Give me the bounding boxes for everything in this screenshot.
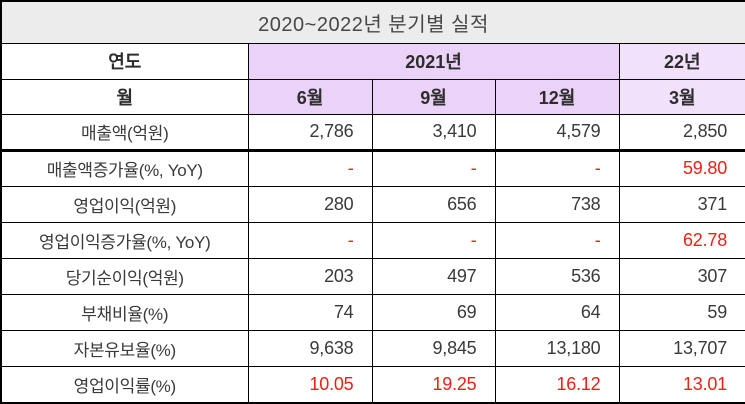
- row-label: 영업이익률(%): [0, 366, 249, 404]
- col-header-2022-mar: 3월: [618, 78, 745, 115]
- col-header-2021-dec: 12월: [494, 78, 620, 115]
- cell-value: 13,707: [618, 330, 745, 368]
- table-title: 2020~2022년 분기별 실적: [0, 0, 745, 44]
- row-operating-margin: 영업이익률(%) 10.05 19.25 16.12 13.01: [0, 366, 745, 404]
- cell-value: 4,579: [494, 113, 620, 152]
- cell-value: 656: [371, 185, 496, 223]
- cell-value: -: [247, 221, 373, 260]
- col-header-2021-jun: 6월: [247, 78, 373, 115]
- cell-value: 64: [494, 294, 620, 332]
- cell-value: 307: [618, 257, 745, 296]
- cell-value: 62.78: [618, 221, 745, 260]
- row-net-profit: 당기순이익(억원) 203 497 536 307: [0, 257, 745, 296]
- cell-value: 536: [494, 257, 620, 296]
- cell-value: -: [371, 221, 496, 260]
- cell-value: -: [494, 221, 620, 260]
- cell-value: 10.05: [247, 366, 373, 404]
- row-label: 매출액(억원): [0, 113, 249, 152]
- year-row-label: 연도: [0, 42, 249, 80]
- row-revenue: 매출액(억원) 2,786 3,410 4,579 2,850: [0, 113, 745, 152]
- year-group-2021: 2021년: [247, 42, 620, 80]
- cell-value: 280: [247, 185, 373, 223]
- month-row-label: 월: [0, 78, 249, 115]
- row-label: 매출액증가율(%, YoY): [0, 149, 249, 187]
- row-label: 영업이익(억원): [0, 185, 249, 223]
- cell-value: 738: [494, 185, 620, 223]
- cell-value: 74: [247, 294, 373, 332]
- row-label: 당기순이익(억원): [0, 257, 249, 296]
- cell-value: 497: [371, 257, 496, 296]
- title-row: 2020~2022년 분기별 실적: [0, 0, 745, 44]
- cell-value: 9,845: [371, 330, 496, 368]
- cell-value: 59.80: [618, 149, 745, 187]
- row-revenue-growth: 매출액증가율(%, YoY) - - - 59.80: [0, 149, 745, 187]
- row-label: 영업이익증가율(%, YoY): [0, 221, 249, 260]
- cell-value: -: [247, 149, 373, 187]
- year-header-row: 연도 2021년 22년: [0, 42, 745, 80]
- cell-value: 13.01: [618, 366, 745, 404]
- cell-value: 2,786: [247, 113, 373, 152]
- cell-value: 3,410: [371, 113, 496, 152]
- cell-value: 13,180: [494, 330, 620, 368]
- cell-value: 16.12: [494, 366, 620, 404]
- row-operating-profit-growth: 영업이익증가율(%, YoY) - - - 62.78: [0, 221, 745, 260]
- row-debt-ratio: 부채비율(%) 74 69 64 59: [0, 294, 745, 332]
- cell-value: -: [494, 149, 620, 187]
- cell-value: -: [371, 149, 496, 187]
- cell-value: 59: [618, 294, 745, 332]
- cell-value: 19.25: [371, 366, 496, 404]
- cell-value: 203: [247, 257, 373, 296]
- cell-value: 371: [618, 185, 745, 223]
- month-header-row: 월 6월 9월 12월 3월: [0, 78, 745, 115]
- cell-value: 69: [371, 294, 496, 332]
- cell-value: 9,638: [247, 330, 373, 368]
- col-header-2021-sep: 9월: [371, 78, 496, 115]
- row-label: 자본유보율(%): [0, 330, 249, 368]
- row-capital-reserve-ratio: 자본유보율(%) 9,638 9,845 13,180 13,707: [0, 330, 745, 368]
- row-label: 부채비율(%): [0, 294, 249, 332]
- row-operating-profit: 영업이익(억원) 280 656 738 371: [0, 185, 745, 223]
- cell-value: 2,850: [618, 113, 745, 152]
- year-group-2022: 22년: [618, 42, 745, 80]
